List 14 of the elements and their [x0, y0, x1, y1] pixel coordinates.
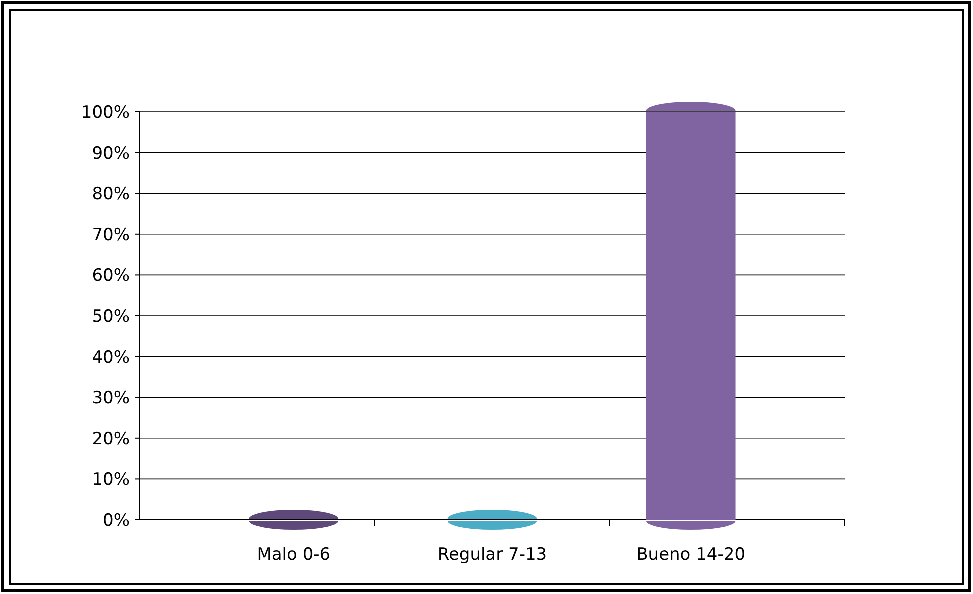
y-tick-label: 70%: [92, 225, 130, 246]
x-tick-label: Malo 0-6: [257, 545, 331, 565]
y-tick-label: 50%: [92, 306, 130, 327]
y-tick-label: 60%: [92, 266, 130, 286]
y-tick-label: 30%: [92, 388, 130, 409]
y-tick-label: 10%: [92, 470, 130, 490]
y-tick-label: 20%: [92, 429, 130, 450]
x-tick-label: Bueno 14-20: [636, 545, 746, 565]
y-tick-label: 90%: [92, 144, 130, 164]
y-tick-label: 40%: [92, 348, 130, 368]
y-tick-label: 80%: [92, 184, 130, 205]
y-tick-label: 100%: [81, 102, 130, 123]
x-tick-label: Regular 7-13: [438, 545, 548, 565]
y-tick-label: 0%: [103, 510, 130, 531]
